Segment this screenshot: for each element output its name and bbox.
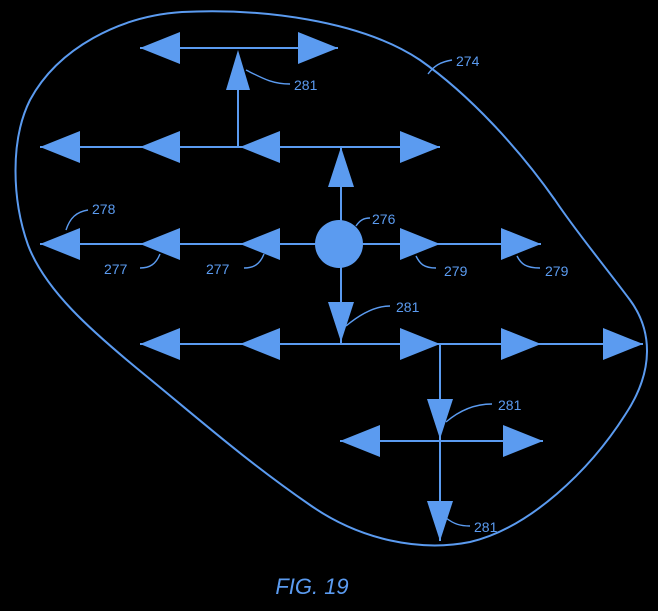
arrow-left <box>140 131 180 163</box>
label-end-arrow: 278 <box>92 201 116 217</box>
label-branch-top: 281 <box>294 77 318 93</box>
leader-branch-bottom <box>446 518 470 526</box>
arrow-left <box>240 131 280 163</box>
label-center-node: 276 <box>372 211 396 227</box>
label-branch-lower: 281 <box>498 397 522 413</box>
leader-east-a <box>416 256 436 268</box>
arrow-right <box>400 328 440 360</box>
label-west-b: 277 <box>206 261 230 277</box>
arrow-left <box>140 328 180 360</box>
leader-west-a <box>140 254 160 268</box>
leader-west-b <box>244 254 264 268</box>
arrow-right <box>603 328 643 360</box>
label-east-a: 279 <box>444 263 468 279</box>
center-node <box>315 220 363 268</box>
leader-end-arrow <box>66 210 88 230</box>
arrow-left <box>240 328 280 360</box>
arrow-right <box>400 228 440 260</box>
arrow-left <box>140 32 180 64</box>
label-west-a: 277 <box>104 261 128 277</box>
arrow-left <box>240 228 280 260</box>
label-branch-mid: 281 <box>396 299 420 315</box>
arrow-right <box>501 228 541 260</box>
leader-east-b <box>517 256 540 268</box>
leader-branch-mid <box>346 306 390 326</box>
arrow-left <box>340 425 380 457</box>
arrow-right <box>503 425 543 457</box>
leader-branch-lower <box>446 404 492 422</box>
arrow-left <box>40 131 80 163</box>
figure-caption: FIG. 19 <box>275 574 348 599</box>
leader-region <box>428 60 452 74</box>
label-region: 274 <box>456 53 480 69</box>
label-branch-bottom: 281 <box>474 519 498 535</box>
arrow-right <box>501 328 541 360</box>
leader-branch-top <box>246 70 290 84</box>
arrow-right <box>298 32 338 64</box>
leader-center-node <box>356 218 370 226</box>
arrow-left <box>40 228 80 260</box>
arrow-right <box>400 131 440 163</box>
arrow-up <box>328 147 354 187</box>
label-east-b: 279 <box>545 263 569 279</box>
